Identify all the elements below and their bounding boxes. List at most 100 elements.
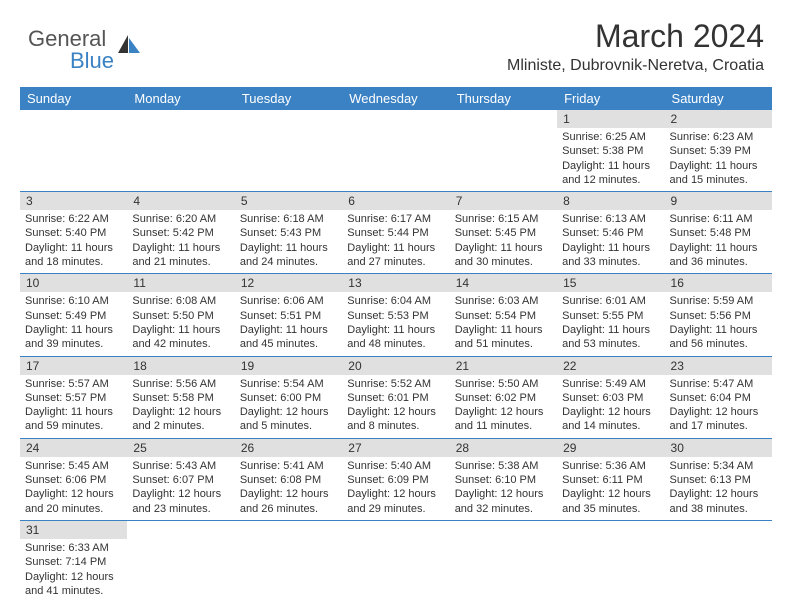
sunrise-value: 6:13 AM bbox=[606, 213, 646, 225]
calendar-cell: 24Sunrise: 5:45 AMSunset: 6:06 PMDayligh… bbox=[20, 438, 127, 520]
day-info: Sunrise: 5:45 AMSunset: 6:06 PMDaylight:… bbox=[20, 457, 127, 520]
sunrise-label: Sunrise: bbox=[670, 213, 710, 225]
sunrise-label: Sunrise: bbox=[455, 378, 495, 390]
sunset-label: Sunset: bbox=[670, 227, 707, 239]
sunrise-label: Sunrise: bbox=[25, 542, 65, 554]
daylight-label: Daylight: bbox=[562, 160, 605, 172]
day-number: 19 bbox=[235, 357, 342, 375]
sunset-value: 6:01 PM bbox=[388, 392, 429, 404]
calendar-cell bbox=[450, 520, 557, 602]
sunset-value: 6:08 PM bbox=[280, 474, 321, 486]
daylight-label: Daylight: bbox=[132, 324, 175, 336]
sunrise-label: Sunrise: bbox=[347, 378, 387, 390]
sunrise-label: Sunrise: bbox=[132, 378, 172, 390]
day-info: Sunrise: 5:38 AMSunset: 6:10 PMDaylight:… bbox=[450, 457, 557, 520]
daylight-label: Daylight: bbox=[25, 488, 68, 500]
day-info: Sunrise: 6:17 AMSunset: 5:44 PMDaylight:… bbox=[342, 210, 449, 273]
day-info: Sunrise: 5:43 AMSunset: 6:07 PMDaylight:… bbox=[127, 457, 234, 520]
sunrise-value: 6:22 AM bbox=[68, 213, 108, 225]
daylight-label: Daylight: bbox=[670, 160, 713, 172]
day-number: 14 bbox=[450, 274, 557, 292]
calendar-cell: 13Sunrise: 6:04 AMSunset: 5:53 PMDayligh… bbox=[342, 274, 449, 356]
day-info: Sunrise: 5:41 AMSunset: 6:08 PMDaylight:… bbox=[235, 457, 342, 520]
day-info: Sunrise: 6:08 AMSunset: 5:50 PMDaylight:… bbox=[127, 292, 234, 355]
sunset-value: 5:49 PM bbox=[65, 310, 106, 322]
sunset-label: Sunset: bbox=[347, 474, 384, 486]
calendar-cell bbox=[127, 110, 234, 192]
sunset-value: 6:00 PM bbox=[280, 392, 321, 404]
calendar-cell: 12Sunrise: 6:06 AMSunset: 5:51 PMDayligh… bbox=[235, 274, 342, 356]
day-number: 13 bbox=[342, 274, 449, 292]
sunrise-value: 5:52 AM bbox=[391, 378, 431, 390]
sunset-value: 5:57 PM bbox=[65, 392, 106, 404]
calendar-body: 1Sunrise: 6:25 AMSunset: 5:38 PMDaylight… bbox=[20, 110, 772, 602]
calendar-cell: 30Sunrise: 5:34 AMSunset: 6:13 PMDayligh… bbox=[665, 438, 772, 520]
day-info: Sunrise: 5:36 AMSunset: 6:11 PMDaylight:… bbox=[557, 457, 664, 520]
sunset-value: 5:58 PM bbox=[173, 392, 214, 404]
calendar-cell bbox=[450, 110, 557, 192]
logo: General Blue bbox=[28, 28, 142, 72]
calendar-cell: 3Sunrise: 6:22 AMSunset: 5:40 PMDaylight… bbox=[20, 192, 127, 274]
page-title: March 2024 bbox=[507, 18, 764, 55]
daylight-label: Daylight: bbox=[670, 242, 713, 254]
sunrise-label: Sunrise: bbox=[347, 460, 387, 472]
sunset-label: Sunset: bbox=[562, 474, 599, 486]
sunset-value: 6:03 PM bbox=[602, 392, 643, 404]
sunrise-label: Sunrise: bbox=[670, 378, 710, 390]
calendar-cell: 9Sunrise: 6:11 AMSunset: 5:48 PMDaylight… bbox=[665, 192, 772, 274]
day-number: 28 bbox=[450, 439, 557, 457]
calendar-cell: 20Sunrise: 5:52 AMSunset: 6:01 PMDayligh… bbox=[342, 356, 449, 438]
calendar-cell bbox=[235, 520, 342, 602]
calendar-cell bbox=[665, 520, 772, 602]
sunset-label: Sunset: bbox=[347, 392, 384, 404]
sunset-label: Sunset: bbox=[562, 310, 599, 322]
calendar-cell: 25Sunrise: 5:43 AMSunset: 6:07 PMDayligh… bbox=[127, 438, 234, 520]
sunset-label: Sunset: bbox=[25, 310, 62, 322]
day-number: 11 bbox=[127, 274, 234, 292]
calendar-cell: 23Sunrise: 5:47 AMSunset: 6:04 PMDayligh… bbox=[665, 356, 772, 438]
sunset-value: 6:10 PM bbox=[495, 474, 536, 486]
sunrise-value: 5:54 AM bbox=[283, 378, 323, 390]
title-block: March 2024 Mliniste, Dubrovnik-Neretva, … bbox=[507, 18, 764, 75]
sunrise-label: Sunrise: bbox=[562, 460, 602, 472]
sunrise-label: Sunrise: bbox=[240, 213, 280, 225]
day-number: 10 bbox=[20, 274, 127, 292]
calendar-cell: 15Sunrise: 6:01 AMSunset: 5:55 PMDayligh… bbox=[557, 274, 664, 356]
calendar-cell bbox=[342, 520, 449, 602]
sunset-value: 5:48 PM bbox=[710, 227, 751, 239]
day-info: Sunrise: 5:40 AMSunset: 6:09 PMDaylight:… bbox=[342, 457, 449, 520]
sunset-label: Sunset: bbox=[240, 310, 277, 322]
sunrise-value: 6:01 AM bbox=[606, 295, 646, 307]
sunset-value: 5:46 PM bbox=[602, 227, 643, 239]
sunrise-value: 5:47 AM bbox=[713, 378, 753, 390]
day-number: 26 bbox=[235, 439, 342, 457]
daylight-label: Daylight: bbox=[455, 488, 498, 500]
sunrise-value: 5:40 AM bbox=[391, 460, 431, 472]
day-number: 24 bbox=[20, 439, 127, 457]
day-number: 6 bbox=[342, 192, 449, 210]
calendar-cell: 8Sunrise: 6:13 AMSunset: 5:46 PMDaylight… bbox=[557, 192, 664, 274]
sunrise-label: Sunrise: bbox=[132, 213, 172, 225]
calendar-cell: 10Sunrise: 6:10 AMSunset: 5:49 PMDayligh… bbox=[20, 274, 127, 356]
daylight-label: Daylight: bbox=[347, 324, 390, 336]
sunset-label: Sunset: bbox=[25, 556, 62, 568]
sunset-label: Sunset: bbox=[455, 392, 492, 404]
daylight-label: Daylight: bbox=[240, 488, 283, 500]
sunrise-label: Sunrise: bbox=[132, 460, 172, 472]
sunrise-value: 6:20 AM bbox=[176, 213, 216, 225]
daylight-label: Daylight: bbox=[347, 488, 390, 500]
daylight-label: Daylight: bbox=[132, 242, 175, 254]
sunrise-label: Sunrise: bbox=[562, 131, 602, 143]
header: General Blue March 2024 Mliniste, Dubrov… bbox=[0, 0, 792, 81]
calendar-cell: 7Sunrise: 6:15 AMSunset: 5:45 PMDaylight… bbox=[450, 192, 557, 274]
sunset-value: 6:13 PM bbox=[710, 474, 751, 486]
day-info: Sunrise: 6:18 AMSunset: 5:43 PMDaylight:… bbox=[235, 210, 342, 273]
day-info: Sunrise: 6:04 AMSunset: 5:53 PMDaylight:… bbox=[342, 292, 449, 355]
day-number: 30 bbox=[665, 439, 772, 457]
day-info: Sunrise: 6:15 AMSunset: 5:45 PMDaylight:… bbox=[450, 210, 557, 273]
day-info: Sunrise: 5:47 AMSunset: 6:04 PMDaylight:… bbox=[665, 375, 772, 438]
sunset-label: Sunset: bbox=[240, 474, 277, 486]
daylight-label: Daylight: bbox=[670, 324, 713, 336]
sunrise-value: 6:17 AM bbox=[391, 213, 431, 225]
day-number: 22 bbox=[557, 357, 664, 375]
